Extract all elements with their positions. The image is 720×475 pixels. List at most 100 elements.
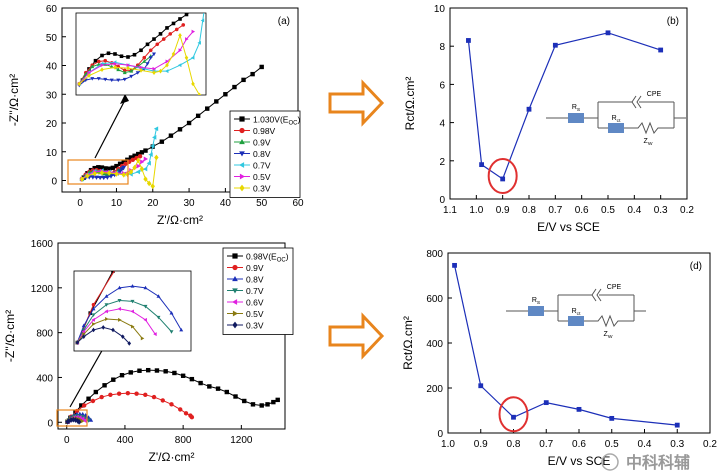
data-point bbox=[181, 23, 186, 27]
data-point bbox=[145, 42, 150, 47]
legend-entry-label: 0.7V bbox=[253, 161, 271, 171]
data-point bbox=[150, 219, 154, 223]
cpe-label: CPE bbox=[647, 91, 662, 98]
data-point bbox=[154, 154, 159, 161]
data-point bbox=[204, 100, 208, 105]
data-point bbox=[123, 161, 128, 167]
data-point bbox=[99, 394, 104, 400]
series-0.7V bbox=[75, 299, 174, 345]
data-point bbox=[160, 398, 165, 403]
data-point bbox=[126, 55, 130, 59]
data-point bbox=[111, 271, 115, 273]
data-point bbox=[158, 68, 163, 74]
y-tick-label: 800 bbox=[36, 329, 53, 340]
x-tick-label: 0.9 bbox=[496, 205, 510, 216]
data-point bbox=[79, 403, 84, 408]
y-tick-label: 8 bbox=[439, 42, 445, 53]
x-tick-label: 50 bbox=[256, 198, 268, 209]
highlight-circle bbox=[487, 157, 518, 194]
data-point bbox=[605, 278, 609, 282]
y-tick-label: 0 bbox=[47, 418, 53, 429]
data-point bbox=[709, 76, 713, 80]
x-tick-label: 1.0 bbox=[469, 205, 483, 216]
x-tick-label: 400 bbox=[117, 435, 134, 446]
data-point bbox=[139, 48, 143, 53]
data-point bbox=[118, 317, 122, 322]
watermark-icon bbox=[601, 453, 619, 471]
data-point bbox=[306, 130, 310, 134]
data-point bbox=[171, 21, 176, 26]
data-point bbox=[384, 130, 388, 134]
data-point bbox=[143, 176, 148, 182]
data-point bbox=[104, 309, 108, 314]
data-point bbox=[191, 29, 196, 34]
data-point bbox=[140, 336, 145, 341]
y-tick-label: 50 bbox=[46, 33, 58, 44]
legend-entry-label: 0.8V bbox=[253, 149, 271, 159]
x-tick-label: 0.5 bbox=[605, 439, 619, 450]
data-point bbox=[184, 55, 189, 61]
y-tick-label: 200 bbox=[426, 384, 443, 395]
data-point bbox=[170, 168, 174, 172]
data-point bbox=[168, 133, 174, 138]
data-point bbox=[128, 155, 134, 160]
data-point bbox=[101, 175, 107, 181]
rct-data-point bbox=[552, 42, 558, 48]
legend-marker bbox=[232, 264, 238, 271]
legend-marker bbox=[239, 116, 245, 122]
data-point bbox=[185, 37, 189, 42]
data-point bbox=[154, 368, 160, 373]
data-point bbox=[96, 59, 101, 64]
data-point bbox=[117, 161, 123, 167]
rct-data-point bbox=[479, 162, 484, 168]
data-point bbox=[631, 21, 635, 25]
data-point bbox=[250, 402, 256, 407]
x-axis-label: Z'/Ω·cm² bbox=[157, 213, 203, 227]
data-point bbox=[80, 418, 85, 424]
data-point bbox=[129, 69, 134, 73]
panel-d-rct-plot: 1.0 0.9 0.8 0.7 0.6 0.5 0.4 0.3 0.2 0 200 400 600 800… bbox=[401, 249, 717, 468]
x-tick-label: 0.2 bbox=[680, 205, 694, 216]
data-point bbox=[232, 84, 237, 90]
data-point bbox=[131, 324, 135, 329]
data-point bbox=[139, 150, 145, 155]
data-point bbox=[151, 394, 157, 400]
data-point bbox=[96, 165, 101, 170]
zw-label-sub: W bbox=[648, 141, 653, 147]
data-point bbox=[93, 58, 98, 63]
data-point bbox=[90, 398, 96, 404]
legend-entry-label: 0.9V bbox=[246, 263, 264, 273]
data-point bbox=[132, 153, 137, 158]
data-point bbox=[140, 159, 145, 165]
data-point bbox=[184, 13, 189, 17]
legend-entry-label: 0.98V bbox=[253, 126, 276, 136]
legend-entry-label: 0.5V bbox=[246, 309, 264, 319]
data-point bbox=[148, 56, 153, 60]
data-point bbox=[214, 99, 219, 104]
x-axis-label: E/V vs SCE bbox=[548, 454, 611, 468]
y-axis-label: Rct/Ω.cm² bbox=[401, 316, 415, 370]
data-point bbox=[137, 368, 142, 373]
x-tick-label: 0.8 bbox=[522, 205, 536, 216]
zoom-arrow-line bbox=[94, 99, 126, 159]
transition-arrows bbox=[328, 79, 385, 360]
data-point bbox=[107, 170, 112, 176]
data-point bbox=[275, 397, 280, 403]
x-tick-label: 30 bbox=[184, 198, 196, 209]
data-point bbox=[102, 383, 107, 388]
rct-resistor bbox=[608, 123, 624, 133]
y-tick-label: 6 bbox=[439, 80, 445, 91]
data-point bbox=[81, 334, 86, 340]
inset-plot bbox=[75, 12, 208, 105]
data-point bbox=[177, 127, 183, 132]
highlight-circle bbox=[498, 396, 529, 433]
data-point bbox=[122, 77, 127, 82]
rs-resistor bbox=[568, 113, 584, 123]
data-point bbox=[103, 77, 108, 82]
rct-label: Rct bbox=[612, 115, 622, 124]
data-point bbox=[250, 71, 255, 77]
data-point bbox=[104, 303, 109, 307]
data-point bbox=[177, 63, 182, 68]
data-point bbox=[156, 294, 161, 298]
data-point bbox=[100, 67, 104, 72]
